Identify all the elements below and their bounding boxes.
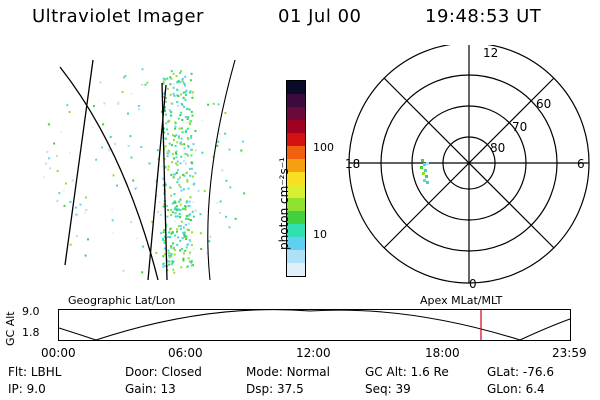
colorbar-segment [287,185,305,198]
info-door: Door: Closed [125,365,202,379]
date-label: 01 Jul 00 [278,6,362,27]
colorbar-tick-label: 100 [313,141,334,154]
time-tick: 06:00 [168,346,203,360]
uv-image-geographic [43,59,246,281]
altitude-curve [58,309,571,341]
altitude-y-tick: 1.8 [22,326,40,339]
aurora-spot [420,159,429,184]
time-tick: 18:00 [425,346,460,360]
mlt-label-12: 12 [483,46,499,60]
info-ip: IP: 9.0 [8,382,46,396]
info-glat: GLat: -76.6 [487,365,554,379]
time-label: 19:48:53 UT [425,6,542,27]
colorbar-segment [287,159,305,172]
mlt-label-6: 6 [577,157,585,171]
mlat-label-70: 70 [512,120,528,134]
info-mode: Mode: Normal [246,365,330,379]
info-glon: GLon: 6.4 [487,382,545,396]
colorbar-segment [287,120,305,133]
colorbar-segment [287,172,305,185]
info-dsp: Dsp: 37.5 [246,382,304,396]
colorbar-segment [287,94,305,107]
info-gc-alt: GC Alt: 1.6 Re [365,365,449,379]
info-gain: Gain: 13 [125,382,176,396]
latitude-arc [59,66,159,281]
mlat-label-60: 60 [536,97,552,111]
latitude-arc [207,59,236,281]
geographic-label: Geographic Lat/Lon [68,294,176,307]
info-flt: Flt: LBHL [8,365,62,379]
altitude-plot-frame [58,309,571,341]
polar-mlt-plot [348,45,590,284]
colorbar-units-label: photon cm⁻²s⁻¹ [277,157,291,250]
colorbar-segment [287,198,305,211]
time-tick: 12:00 [296,346,331,360]
altitude-plot [58,309,571,341]
longitude-line [161,82,168,281]
colorbar-segment [287,81,305,94]
meridian-line [383,77,555,249]
colorbar-segment [287,107,305,120]
longitude-line [64,59,94,266]
colorbar-segment [287,211,305,224]
mlat-label-80: 80 [490,141,506,155]
time-tick: 00:00 [41,346,76,360]
colorbar-segment [287,237,305,250]
colorbar-segment [287,250,305,263]
colorbar-segment [287,263,305,276]
instrument-title: Ultraviolet Imager [32,6,204,27]
colorbar-segment [287,146,305,159]
colorbar-segment [287,224,305,237]
time-tick: 23:59 [552,346,587,360]
uv-speckles [43,68,246,274]
altitude-axis-title: GC Alt [4,311,17,346]
altitude-y-tick: 9.0 [22,305,40,318]
colorbar-tick-label: 10 [313,228,327,241]
mlt-label-0: 0 [469,277,477,291]
colorbar-segment [287,133,305,146]
mlt-label-18: 18 [345,157,361,171]
colorbar [286,80,306,277]
info-seq: Seq: 39 [365,382,411,396]
apex-label: Apex MLat/MLT [420,294,503,307]
